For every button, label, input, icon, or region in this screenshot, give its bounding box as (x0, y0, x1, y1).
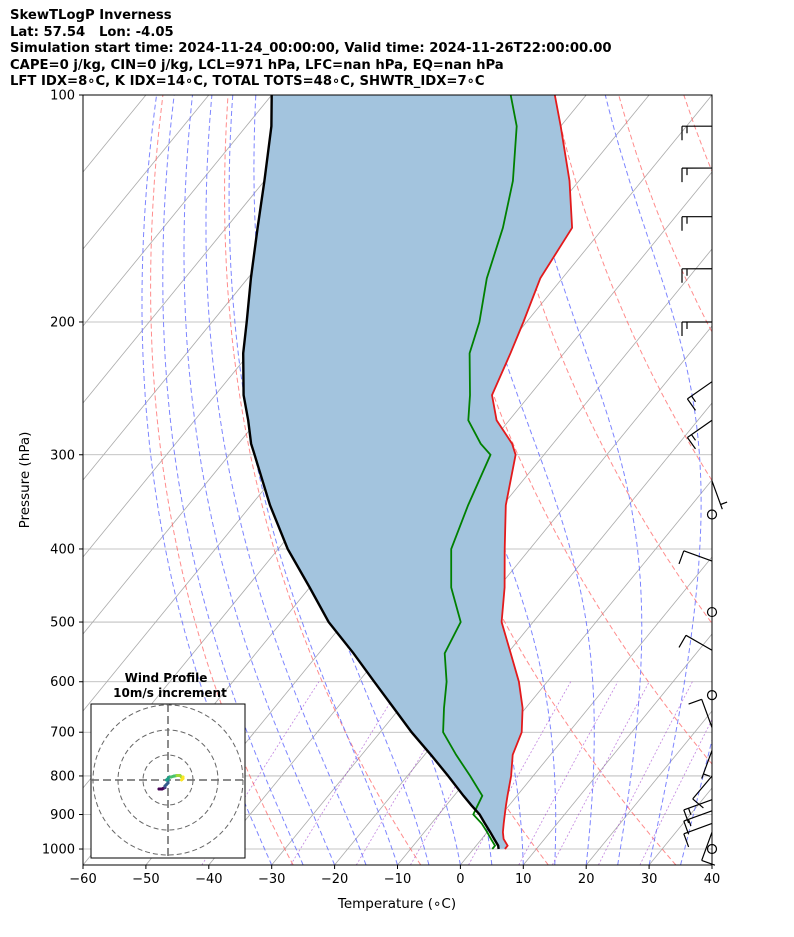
moist-adiabat (228, 95, 398, 865)
x-axis-label: Temperature (∘C) (337, 896, 456, 912)
y-tick-label: 800 (50, 769, 75, 784)
x-tick-label: −30 (258, 872, 285, 887)
temperature-profile (491, 95, 574, 850)
wind-barb (686, 381, 713, 411)
y-axis-label: Pressure (hPa) (17, 432, 33, 529)
x-tick-label: 20 (578, 872, 595, 887)
wind-barb (678, 550, 713, 565)
isotherm (585, 710, 712, 865)
cape-shading (243, 95, 573, 849)
wind-barb (683, 799, 713, 824)
dewpoint-profile (442, 95, 518, 850)
wind-barb (686, 419, 713, 450)
wind-barb (681, 125, 713, 141)
wind-barb-calm (706, 843, 718, 855)
dry-adiabat (553, 95, 712, 482)
title-location: Lat: 57.54 Lon: -4.05 (10, 24, 174, 40)
dry-adiabat (150, 95, 294, 865)
hodograph-subtitle: 10m/s increment (113, 686, 227, 700)
moist-adiabat (604, 95, 702, 865)
cin-shading (243, 95, 573, 849)
isotherm (522, 633, 712, 865)
isotherm (648, 787, 712, 865)
parcel-profile (241, 95, 500, 850)
isotherm (460, 556, 712, 865)
y-tick-label: 600 (50, 675, 75, 690)
y-tick-label: 300 (50, 448, 75, 463)
wind-barb (683, 810, 713, 835)
wind-barb (701, 832, 716, 866)
isotherm (83, 95, 84, 96)
title-indices-2: LFT IDX=8∘C, K IDX=14∘C, TOTAL TOTS=48∘C… (10, 74, 485, 90)
wind-barb (711, 480, 728, 510)
chart-title-block: SkewTLogP Inverness Lat: 57.54 Lon: -4.0… (10, 8, 612, 91)
wind-barb (683, 822, 713, 848)
wind-barb (681, 167, 713, 183)
isotherm (711, 864, 712, 865)
moist-adiabat (162, 95, 304, 865)
dry-adiabat (618, 95, 712, 334)
dry-adiabat (422, 95, 712, 765)
dry-adiabat (224, 95, 422, 865)
hodograph-plot (91, 704, 245, 858)
x-tick-label: −10 (384, 872, 411, 887)
y-tick-label: 500 (50, 616, 75, 631)
x-tick-label: −40 (195, 872, 222, 887)
wind-barb (681, 268, 713, 283)
wind-barb-calm (706, 606, 718, 618)
moist-adiabat (680, 738, 712, 865)
y-tick-label: 200 (50, 315, 75, 330)
hodograph: Wind Profile 10m/s increment (90, 671, 246, 859)
hodograph-title: Wind Profile (125, 671, 208, 685)
title-indices-1: CAPE=0 j/kg, CIN=0 j/kg, LCL=971 hPa, LF… (10, 57, 504, 73)
mixing-ratio-line (598, 681, 693, 865)
moist-adiabat (205, 95, 367, 865)
moist-adiabat (513, 95, 643, 865)
wind-barb (681, 216, 713, 231)
wind-barbs (678, 125, 728, 866)
wind-barb-calm (706, 509, 718, 520)
isotherm (83, 95, 273, 327)
x-tick-label: −60 (69, 872, 96, 887)
y-tick-label: 400 (50, 542, 75, 557)
mixing-ratio-line (290, 681, 404, 865)
wind-barb (701, 750, 713, 779)
moist-adiabat (253, 95, 430, 865)
axis-ticks: −60 −50 −40 −30 −20 −10 0 10 20 30 40 1000 900 800 700… (42, 89, 720, 888)
x-tick-label: −20 (321, 872, 348, 887)
title-times: Simulation start time: 2024-11-24_00:00:… (10, 41, 612, 57)
x-tick-label: −50 (132, 872, 159, 887)
isotherm (271, 325, 712, 865)
y-tick-label: 700 (50, 726, 75, 741)
x-tick-label: 0 (456, 872, 464, 887)
hodograph-segment (180, 777, 185, 782)
mixing-ratio-line (518, 681, 619, 865)
wind-barb-calm (706, 690, 718, 701)
wind-barb (681, 321, 713, 336)
profile-lines (241, 95, 574, 850)
wind-barb (692, 775, 713, 809)
x-tick-label: 30 (641, 872, 658, 887)
dry-adiabat (488, 95, 712, 625)
y-tick-label: 100 (50, 89, 75, 104)
x-tick-label: 40 (704, 872, 721, 887)
mixing-ratio-line (468, 681, 572, 865)
y-tick-label: 900 (50, 808, 75, 823)
wind-barb (678, 634, 713, 651)
wind-barb (688, 698, 713, 728)
mixing-ratio-line (551, 681, 650, 865)
y-tick-label: 1000 (42, 843, 75, 858)
moist-adiabat (183, 95, 336, 865)
dry-adiabat (749, 95, 794, 865)
x-tick-label: 10 (515, 872, 532, 887)
moist-adiabat (711, 863, 712, 865)
isotherm (208, 248, 712, 865)
isotherm (83, 95, 210, 250)
moist-adiabat (141, 95, 273, 865)
title-station: SkewTLogP Inverness (10, 8, 172, 23)
